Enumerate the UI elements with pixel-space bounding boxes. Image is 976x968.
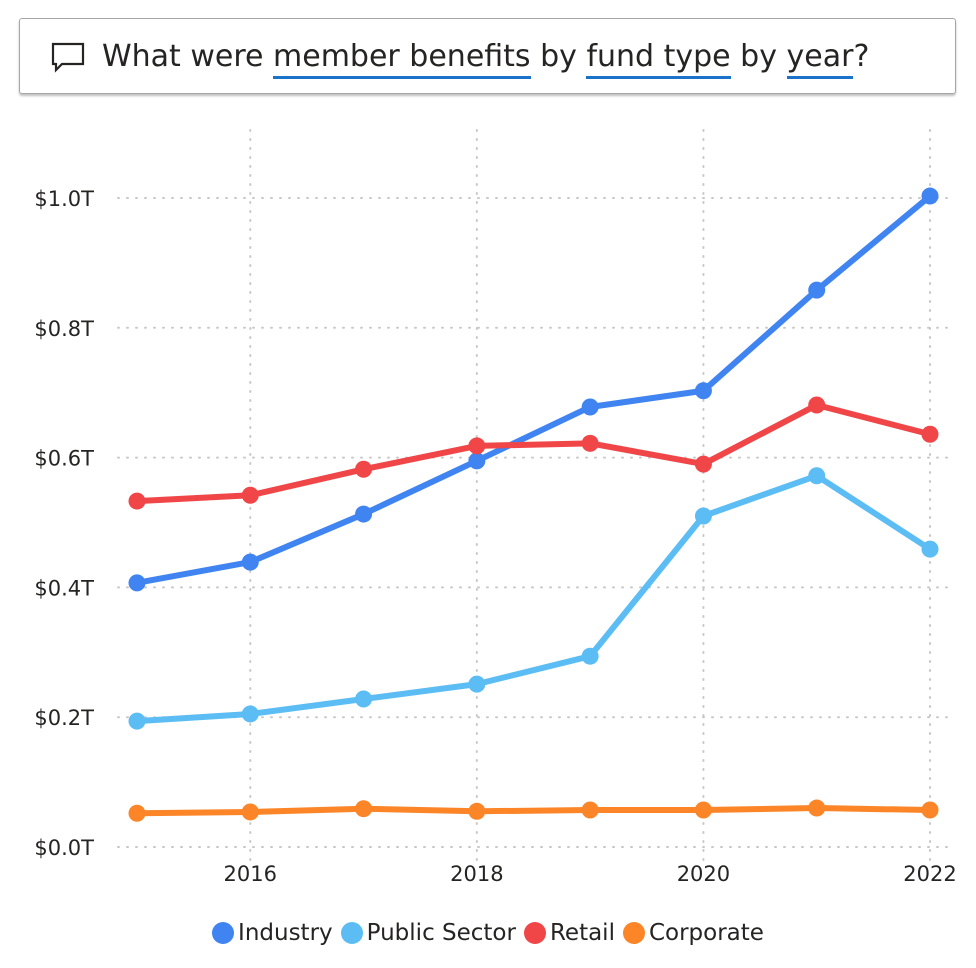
legend-marker [523,922,546,944]
data-point [808,467,826,485]
question-word: by [730,38,787,74]
legend-label: Public Sector [366,920,516,946]
question-box[interactable]: What were member benefits by fund type b… [19,18,956,94]
legend-item[interactable]: Industry [212,920,333,946]
x-tick-label: 2020 [677,862,730,886]
y-tick-label: $0.0T [34,836,94,860]
data-point [921,425,939,443]
y-tick-label: $0.6T [34,447,94,471]
speech-bubble-icon [51,42,85,73]
data-point [128,712,146,730]
question-word: by [530,38,587,74]
data-point [468,452,486,470]
question-term-link[interactable]: fund type [586,38,731,79]
data-point [808,799,826,817]
data-point [128,574,146,592]
x-tick-label: 2022 [903,862,956,886]
data-point [694,455,712,473]
series-line-corporate [134,805,933,817]
legend-label: Industry [238,920,333,946]
data-point [355,690,373,708]
data-point [241,803,259,821]
data-point [808,281,826,299]
series-line-retail [134,402,933,505]
legend-item[interactable]: Retail [523,920,615,946]
question-term-link[interactable]: member benefits [273,38,531,79]
data-point [355,505,373,523]
data-point [468,437,486,455]
data-point [241,705,259,723]
data-point [241,486,259,504]
legend-label: Corporate [648,920,764,946]
y-tick-label: $0.4T [34,576,94,600]
data-point [581,801,599,819]
legend: Industry Public Sector Retail Corporate [0,920,976,946]
data-point [694,507,712,525]
x-tick-label: 2018 [450,862,503,886]
legend-item[interactable]: Corporate [622,920,764,946]
data-point [921,187,939,205]
data-point [128,804,146,822]
question-text: What were member benefits by fund type b… [102,38,870,79]
legend-label: Retail [549,920,615,946]
question-word: ? [853,38,870,74]
data-point [694,382,712,400]
data-point [241,553,259,571]
data-point [808,396,826,414]
legend-marker [212,922,235,944]
question-term-link[interactable]: year [786,38,854,79]
data-point [468,675,486,693]
y-tick-label: $0.2T [34,706,94,730]
data-point [581,647,599,665]
data-point [694,801,712,819]
y-tick-label: $0.8T [34,317,94,341]
legend-item[interactable]: Public Sector [340,920,516,946]
legend-marker [622,922,645,944]
y-tick-label: $1.0T [34,187,94,211]
data-point [468,802,486,820]
data-point [921,801,939,819]
legend-marker [340,922,363,944]
data-point [581,434,599,452]
data-point [128,492,146,510]
data-point [355,800,373,818]
data-point [355,460,373,478]
series-line-industry [134,193,933,586]
x-tick-label: 2016 [224,862,277,886]
data-point [921,540,939,558]
question-word: What were [102,38,274,74]
series-line-public-sector [134,472,933,725]
data-point [581,398,599,416]
